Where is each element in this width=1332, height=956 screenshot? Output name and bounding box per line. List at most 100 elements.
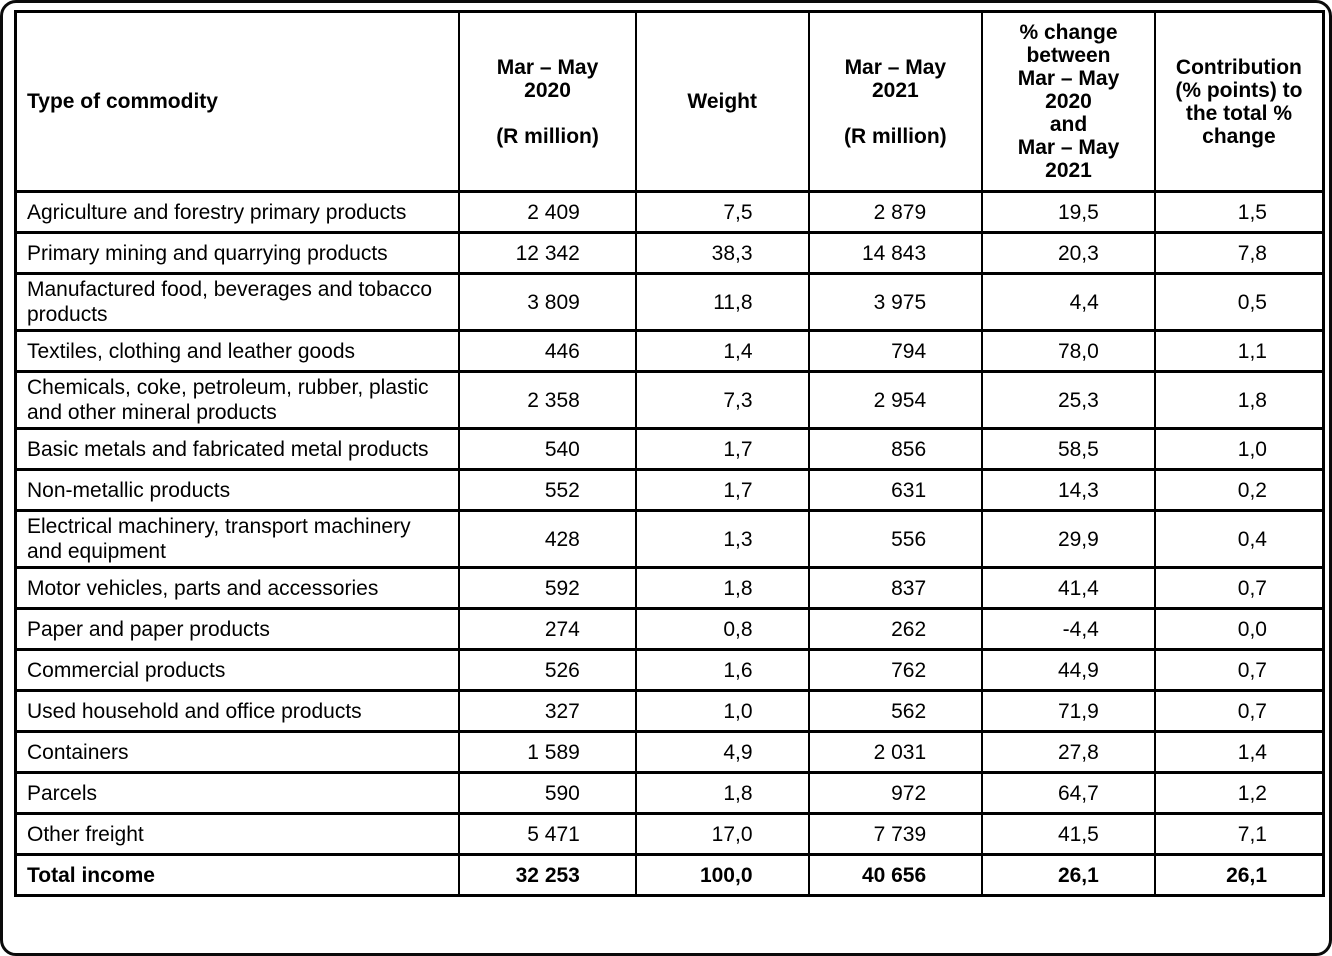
pct_change-cell: 71,9 <box>981 689 1156 733</box>
table-row: Electrical machinery, transport machiner… <box>14 509 1325 569</box>
contribution-cell: 1,5 <box>1153 190 1325 234</box>
table-row: Parcels 590 1,8 972 64,7 1,2 <box>14 771 1325 815</box>
pct_change-cell: 41,4 <box>981 566 1156 610</box>
column-header-weight: Weight <box>634 10 810 193</box>
weight-cell: 1,7 <box>634 427 810 471</box>
pct_change-cell: 27,8 <box>981 730 1156 774</box>
commodity-cell: Other freight <box>14 812 461 856</box>
table-row: Primary mining and quarrying products 12 … <box>14 231 1325 275</box>
mar_may_2021-cell: 262 <box>807 607 984 651</box>
mar_may_2020-cell: 1 589 <box>458 730 637 774</box>
mar_may_2020-cell: 32 253 <box>458 853 637 897</box>
table-row: Chemicals, coke, petroleum, rubber, plas… <box>14 370 1325 430</box>
weight-cell: 1,4 <box>634 329 810 373</box>
table-row: Non-metallic products 552 1,7 631 14,3 0,2 <box>14 468 1325 512</box>
weight-cell: 7,5 <box>634 190 810 234</box>
mar_may_2020-cell: 446 <box>458 329 637 373</box>
contribution-cell: 1,0 <box>1153 427 1325 471</box>
commodity-cell: Non-metallic products <box>14 468 461 512</box>
pct_change-cell: 14,3 <box>981 468 1156 512</box>
mar_may_2021-cell: 837 <box>807 566 984 610</box>
total-row: Total income 32 253 100,0 40 656 26,1 26,1 <box>14 853 1325 897</box>
mar_may_2020-cell: 3 809 <box>458 272 637 332</box>
pct_change-cell: 41,5 <box>981 812 1156 856</box>
weight-cell: 1,8 <box>634 771 810 815</box>
mar_may_2020-cell: 526 <box>458 648 637 692</box>
contribution-cell: 7,1 <box>1153 812 1325 856</box>
table-header: Type of commodity Mar – May 2020 (R milli… <box>14 10 1325 193</box>
commodity-cell: Containers <box>14 730 461 774</box>
mar_may_2021-cell: 14 843 <box>807 231 984 275</box>
mar_may_2021-cell: 2 879 <box>807 190 984 234</box>
pct_change-cell: 25,3 <box>981 370 1156 430</box>
mar_may_2021-cell: 762 <box>807 648 984 692</box>
weight-cell: 4,9 <box>634 730 810 774</box>
mar_may_2021-cell: 562 <box>807 689 984 733</box>
contribution-cell: 0,7 <box>1153 566 1325 610</box>
weight-cell: 1,3 <box>634 509 810 569</box>
contribution-cell: 0,4 <box>1153 509 1325 569</box>
commodity-cell: Chemicals, coke, petroleum, rubber, plas… <box>14 370 461 430</box>
table-row: Agriculture and forestry primary product… <box>14 190 1325 234</box>
contribution-cell: 0,0 <box>1153 607 1325 651</box>
mar_may_2021-cell: 631 <box>807 468 984 512</box>
table-row: Basic metals and fabricated metal produc… <box>14 427 1325 471</box>
commodity-cell: Parcels <box>14 771 461 815</box>
commodity-cell: Used household and office products <box>14 689 461 733</box>
mar_may_2020-cell: 2 409 <box>458 190 637 234</box>
pct_change-cell: 29,9 <box>981 509 1156 569</box>
contribution-cell: 0,7 <box>1153 689 1325 733</box>
mar_may_2021-cell: 972 <box>807 771 984 815</box>
commodity-cell: Commercial products <box>14 648 461 692</box>
pct_change-cell: 44,9 <box>981 648 1156 692</box>
mar_may_2021-cell: 856 <box>807 427 984 471</box>
weight-cell: 38,3 <box>634 231 810 275</box>
pct_change-cell: 20,3 <box>981 231 1156 275</box>
mar_may_2021-cell: 40 656 <box>807 853 984 897</box>
weight-cell: 1,0 <box>634 689 810 733</box>
table-row: Motor vehicles, parts and accessories 592… <box>14 566 1325 610</box>
weight-cell: 17,0 <box>634 812 810 856</box>
contribution-cell: 0,7 <box>1153 648 1325 692</box>
mar_may_2020-cell: 12 342 <box>458 231 637 275</box>
contribution-cell: 1,2 <box>1153 771 1325 815</box>
mar_may_2020-cell: 327 <box>458 689 637 733</box>
pct_change-cell: 58,5 <box>981 427 1156 471</box>
column-header-mar_may_2021: Mar – May 2021 (R million) <box>807 10 984 193</box>
commodity-cell: Primary mining and quarrying products <box>14 231 461 275</box>
mar_may_2020-cell: 590 <box>458 771 637 815</box>
pct_change-cell: 26,1 <box>981 853 1156 897</box>
mar_may_2020-cell: 5 471 <box>458 812 637 856</box>
commodity-cell: Textiles, clothing and leather goods <box>14 329 461 373</box>
column-header-pct_change: % change between Mar – May 2020 and Mar … <box>981 10 1156 193</box>
table-row: Commercial products 526 1,6 762 44,9 0,7 <box>14 648 1325 692</box>
table-row: Textiles, clothing and leather goods 446 1… <box>14 329 1325 373</box>
mar_may_2021-cell: 2 954 <box>807 370 984 430</box>
weight-cell: 0,8 <box>634 607 810 651</box>
mar_may_2020-cell: 2 358 <box>458 370 637 430</box>
table-body: Agriculture and forestry primary product… <box>14 190 1325 897</box>
table-row: Containers 1 589 4,9 2 031 27,8 1,4 <box>14 730 1325 774</box>
contribution-cell: 26,1 <box>1153 853 1325 897</box>
commodity-cell: Motor vehicles, parts and accessories <box>14 566 461 610</box>
table-row: Paper and paper products 274 0,8 262 -4,4 0,0 <box>14 607 1325 651</box>
commodity-cell: Basic metals and fabricated metal produc… <box>14 427 461 471</box>
weight-cell: 1,6 <box>634 648 810 692</box>
column-header-contribution: Contribution (% points) to the total % c… <box>1153 10 1325 193</box>
table-row: Manufactured food, beverages and tobacco… <box>14 272 1325 332</box>
mar_may_2021-cell: 2 031 <box>807 730 984 774</box>
commodity-cell: Electrical machinery, transport machiner… <box>14 509 461 569</box>
contribution-cell: 1,4 <box>1153 730 1325 774</box>
pct_change-cell: 19,5 <box>981 190 1156 234</box>
contribution-cell: 7,8 <box>1153 231 1325 275</box>
weight-cell: 11,8 <box>634 272 810 332</box>
commodity-cell: Manufactured food, beverages and tobacco… <box>14 272 461 332</box>
mar_may_2020-cell: 552 <box>458 468 637 512</box>
weight-cell: 1,7 <box>634 468 810 512</box>
weight-cell: 100,0 <box>634 853 810 897</box>
pct_change-cell: 64,7 <box>981 771 1156 815</box>
contribution-cell: 0,5 <box>1153 272 1325 332</box>
mar_may_2021-cell: 3 975 <box>807 272 984 332</box>
mar_may_2021-cell: 556 <box>807 509 984 569</box>
